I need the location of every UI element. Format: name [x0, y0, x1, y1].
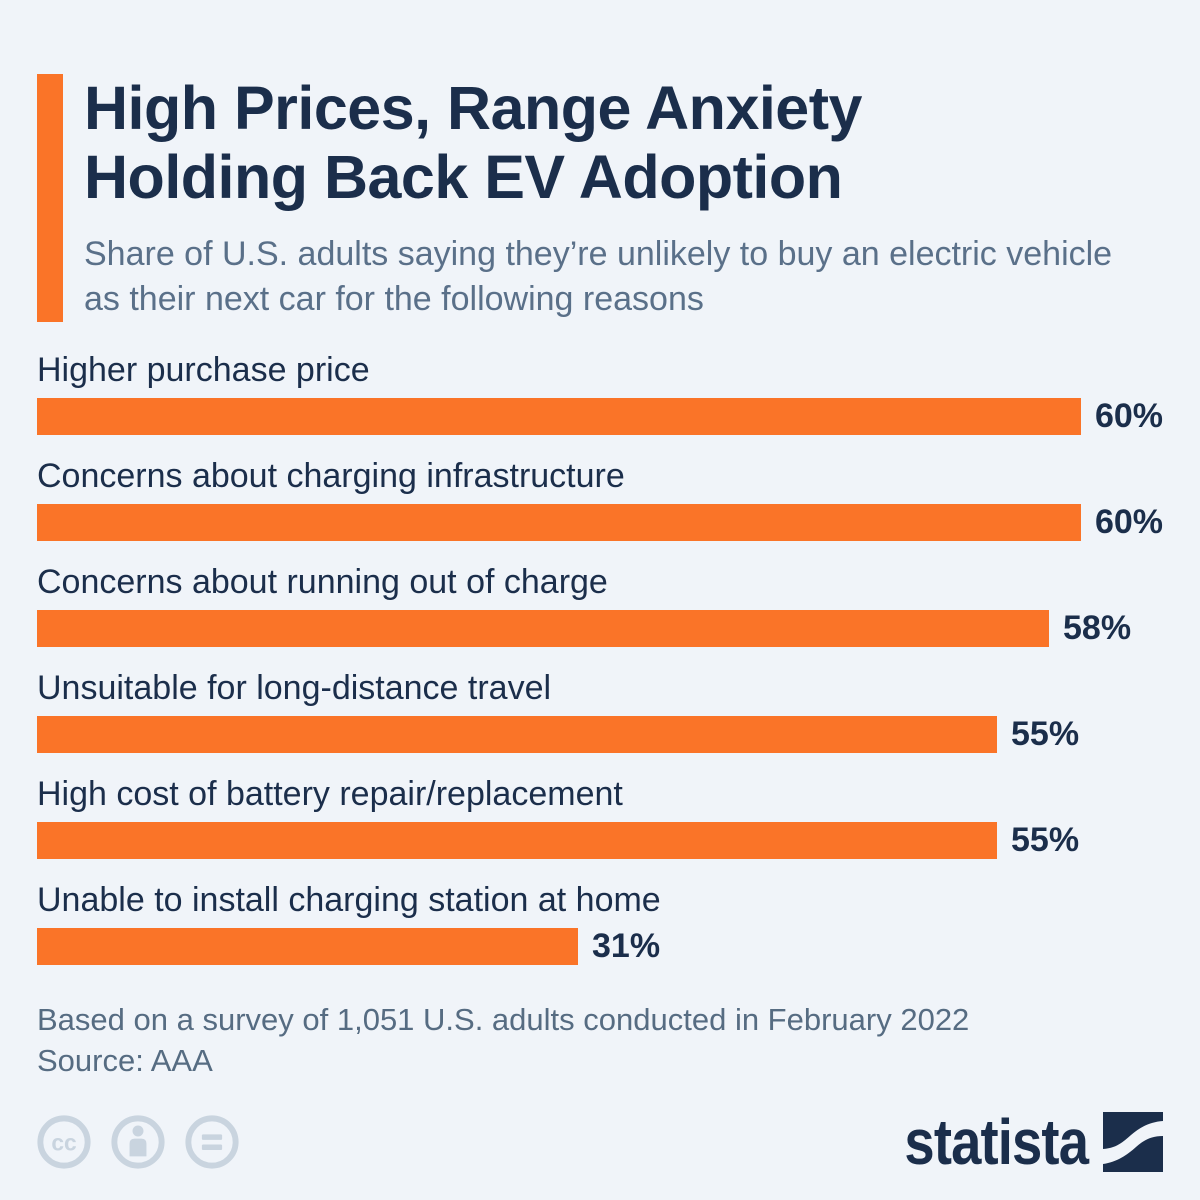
- equals-icon[interactable]: [185, 1115, 239, 1169]
- bar: [37, 822, 997, 859]
- chart-row: Unable to install charging station at ho…: [37, 878, 1163, 966]
- source-line: Source: AAA: [37, 1043, 213, 1078]
- attribution-person-icon[interactable]: [111, 1115, 165, 1169]
- statista-wordmark: statista: [904, 1106, 1089, 1178]
- bar-value-label: 60%: [1094, 503, 1163, 541]
- bar-chart: Higher purchase price 60% Concerns about…: [37, 348, 1163, 966]
- bar-track: 60%: [37, 397, 1163, 436]
- page-subtitle: Share of U.S. adults saying they’re unli…: [84, 235, 1113, 318]
- statista-wave-icon: [1103, 1112, 1163, 1172]
- bar-label: Unsuitable for long-distance travel: [37, 669, 552, 707]
- bar-label: Unable to install charging station at ho…: [37, 881, 661, 919]
- bar-label: High cost of battery repair/replacement: [37, 775, 623, 813]
- statista-logo[interactable]: statista: [872, 1106, 1163, 1178]
- header: High Prices, Range Anxiety Holding Back …: [37, 74, 1163, 322]
- svg-text:cc: cc: [51, 1129, 76, 1155]
- bar: [37, 928, 578, 965]
- bar-value-label: 60%: [1094, 397, 1163, 435]
- bar-label: Higher purchase price: [37, 351, 370, 389]
- cc-license-badges: cc: [37, 1115, 239, 1169]
- bar-label: Concerns about charging infrastructure: [37, 457, 625, 495]
- bar-track: 55%: [37, 821, 1163, 860]
- title-accent-bar: [37, 74, 63, 322]
- chart-row: Concerns about charging infrastructure 6…: [37, 454, 1163, 542]
- bar-track: 55%: [37, 715, 1163, 754]
- bar-track: 31%: [37, 927, 1163, 966]
- bar-value-label: 58%: [1063, 609, 1132, 647]
- page-title: High Prices, Range Anxiety Holding Back …: [84, 74, 1124, 212]
- cc-icon[interactable]: cc: [37, 1115, 91, 1169]
- chart-row: High cost of battery repair/replacement …: [37, 772, 1163, 860]
- page-title-line2: Holding Back EV Adoption: [84, 143, 843, 211]
- bar-track: 58%: [37, 609, 1163, 648]
- chart-row: Higher purchase price 60%: [37, 348, 1163, 436]
- page-title-line1: High Prices, Range Anxiety: [84, 74, 862, 142]
- bar-track: 60%: [37, 503, 1163, 542]
- bar: [37, 716, 997, 753]
- survey-note: Based on a survey of 1,051 U.S. adults c…: [37, 1002, 970, 1037]
- bar-value-label: 55%: [1011, 715, 1080, 753]
- bar-value-label: 31%: [592, 927, 661, 965]
- bar: [37, 610, 1049, 647]
- bar-label: Concerns about running out of charge: [37, 563, 608, 601]
- bar: [37, 398, 1081, 435]
- bar: [37, 504, 1081, 541]
- footer-bottom: cc statista: [37, 1106, 1163, 1178]
- bar-value-label: 55%: [1011, 821, 1080, 859]
- chart-row: Concerns about running out of charge 58%: [37, 560, 1163, 648]
- header-text: High Prices, Range Anxiety Holding Back …: [63, 74, 1124, 322]
- chart-row: Unsuitable for long-distance travel 55%: [37, 666, 1163, 754]
